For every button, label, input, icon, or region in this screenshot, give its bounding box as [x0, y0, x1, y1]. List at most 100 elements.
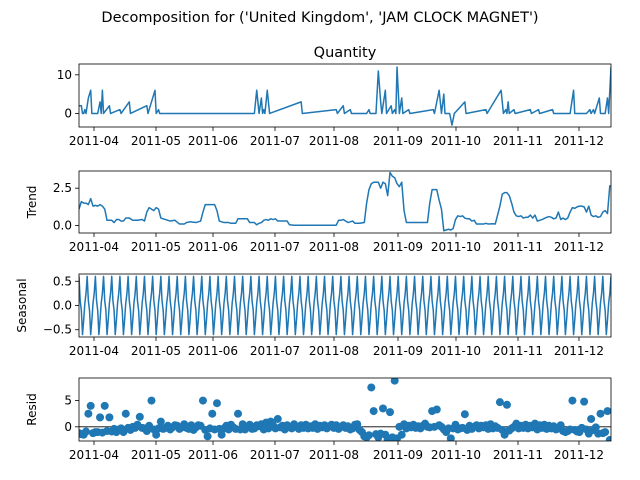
- series-group: [79, 275, 611, 336]
- series-line: [79, 171, 611, 232]
- resid-point: [96, 413, 105, 422]
- resid-point: [386, 408, 395, 417]
- trend-panel: Trend 0.0 2.5 2011-04 2011-05 2011-06 2011-07 2…: [25, 170, 612, 254]
- resid-point: [397, 430, 406, 439]
- x-tick-label: 2011-11: [493, 448, 543, 462]
- x-tick-label: 2011-08: [309, 344, 359, 358]
- resid-point: [495, 398, 504, 407]
- x-tick-label: 2011-12: [554, 240, 604, 254]
- resid-point: [100, 401, 109, 410]
- y-axis-label: Seasonal: [15, 278, 29, 332]
- x-tick-label: 2011-05: [131, 448, 181, 462]
- resid-point: [82, 427, 91, 436]
- x-tick-label: 2011-07: [250, 134, 300, 148]
- axes-frame: [78, 63, 612, 128]
- x-tick-label: 2011-12: [554, 134, 604, 148]
- x-tick-label: 2011-11: [493, 240, 543, 254]
- quantity-panel: Quantity 0 10 2011-04 2011-05 2011-06 2011-07 2…: [57, 45, 612, 148]
- figure-suptitle: Decomposition for ('United Kingdom', 'JA…: [101, 10, 538, 26]
- series-line: [79, 275, 611, 336]
- y-tick-label: 2.5: [53, 181, 72, 195]
- resid-point: [601, 428, 610, 437]
- x-tick-label: 2011-06: [188, 448, 238, 462]
- resid-point: [587, 414, 596, 423]
- series-group: [79, 66, 611, 126]
- resid-point: [217, 430, 226, 439]
- resid-point: [369, 407, 378, 416]
- x-tick-label: 2011-06: [188, 344, 238, 358]
- series-line: [79, 66, 611, 126]
- axes-frame: [78, 170, 612, 234]
- x-tick-label: 2011-12: [554, 448, 604, 462]
- resid-point: [198, 396, 207, 405]
- resid-point: [379, 404, 387, 413]
- resid-point: [203, 432, 212, 441]
- resid-point: [234, 409, 243, 418]
- resid-point: [84, 409, 93, 418]
- resid-point: [212, 399, 221, 408]
- y-axis-label: Resid: [25, 393, 39, 425]
- x-tick-label: 2011-08: [309, 448, 359, 462]
- series-group: [79, 378, 611, 441]
- resid-point: [580, 397, 589, 406]
- resid-point: [460, 410, 469, 419]
- y-tick-label: 0.0: [53, 299, 72, 313]
- resid-point: [135, 412, 144, 421]
- resid-panel: Resid 0 5 2011-04 2011-05 2011-06 2011-07 2011-…: [25, 377, 612, 462]
- seasonal-panel: Seasonal −0.5 0.0 0.5 2011-04 2011-05 2011-06 2…: [15, 273, 612, 358]
- x-tick-label: 2011-09: [373, 134, 423, 148]
- resid-point: [390, 378, 399, 385]
- resid-point: [147, 396, 156, 405]
- resid-point: [568, 396, 577, 405]
- x-tick-label: 2011-05: [131, 344, 181, 358]
- resid-point: [156, 417, 165, 426]
- resid-point: [603, 407, 611, 416]
- y-tick-label: 0: [64, 106, 72, 120]
- x-tick-label: 2011-05: [131, 240, 181, 254]
- y-tick-label: −0.5: [43, 323, 72, 337]
- x-tick-label: 2011-09: [373, 344, 423, 358]
- resid-point: [208, 409, 217, 418]
- y-tick-label: 10: [57, 68, 72, 82]
- x-tick-label: 2011-10: [431, 448, 481, 462]
- y-tick-label: 0.5: [53, 274, 72, 288]
- axes-frame: [78, 377, 612, 442]
- x-tick-label: 2011-06: [188, 240, 238, 254]
- resid-point: [446, 434, 455, 441]
- resid-point: [152, 430, 161, 439]
- resid-point: [432, 405, 441, 414]
- resid-point: [502, 400, 511, 409]
- x-tick-label: 2011-10: [431, 134, 481, 148]
- y-tick-label: 0: [64, 420, 72, 434]
- x-tick-label: 2011-11: [493, 344, 543, 358]
- resid-point: [596, 409, 605, 418]
- resid-point: [605, 435, 611, 441]
- resid-point: [367, 383, 376, 392]
- x-tick-label: 2011-09: [373, 448, 423, 462]
- resid-point: [273, 414, 282, 423]
- x-tick-label: 2011-04: [69, 344, 119, 358]
- x-tick-label: 2011-12: [554, 344, 604, 358]
- resid-point: [105, 413, 114, 422]
- resid-point: [121, 409, 130, 418]
- x-tick-label: 2011-10: [431, 240, 481, 254]
- x-tick-label: 2011-05: [131, 134, 181, 148]
- resid-point: [86, 401, 95, 410]
- y-tick-label: 5: [64, 394, 72, 408]
- y-axis-label: Trend: [25, 186, 39, 220]
- series-group: [79, 171, 611, 232]
- axes-frame: [78, 273, 612, 338]
- x-tick-label: 2011-07: [250, 448, 300, 462]
- x-tick-label: 2011-07: [250, 344, 300, 358]
- x-tick-label: 2011-11: [493, 134, 543, 148]
- x-tick-label: 2011-04: [69, 240, 119, 254]
- x-tick-label: 2011-10: [431, 344, 481, 358]
- x-tick-label: 2011-08: [309, 240, 359, 254]
- x-tick-label: 2011-04: [69, 134, 119, 148]
- resid-point: [364, 431, 373, 440]
- x-tick-label: 2011-09: [373, 240, 423, 254]
- x-tick-label: 2011-08: [309, 134, 359, 148]
- x-tick-label: 2011-06: [188, 134, 238, 148]
- resid-point: [591, 423, 600, 432]
- y-tick-label: 0.0: [53, 219, 72, 233]
